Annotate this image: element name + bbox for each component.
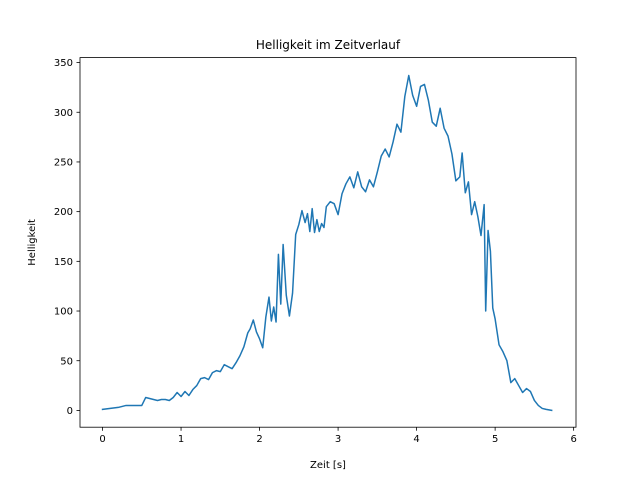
y-tick-label: 350: [54, 58, 73, 69]
y-axis-label: Helligkeit: [27, 219, 38, 266]
x-tick-label: 5: [492, 434, 498, 445]
axes-frame: [79, 57, 577, 428]
x-axis-label: Zeit [s]: [310, 460, 346, 471]
y-tick-label: 300: [54, 108, 73, 119]
y-tick-label: 200: [54, 207, 73, 218]
x-tick-label: 3: [335, 434, 341, 445]
x-tick-label: 4: [413, 434, 419, 445]
y-tick-label: 150: [54, 257, 73, 268]
plot-area: [101, 74, 553, 412]
x-tick-label: 0: [99, 434, 105, 445]
y-tick-label: 50: [60, 356, 73, 367]
x-tick-label: 1: [178, 434, 184, 445]
x-axis: 0 1 2 3 4 5 6: [99, 427, 577, 445]
y-tick-label: 100: [54, 307, 73, 318]
y-axis: 0 50 100 150 200 250 300 350: [54, 58, 80, 417]
x-tick-label: 6: [570, 434, 576, 445]
chart-title: Helligkeit im Zeitverlauf: [256, 38, 401, 52]
y-tick-label: 250: [54, 158, 73, 169]
series-line-0: [101, 74, 553, 412]
y-tick-label: 0: [67, 406, 73, 417]
x-tick-label: 2: [256, 434, 262, 445]
